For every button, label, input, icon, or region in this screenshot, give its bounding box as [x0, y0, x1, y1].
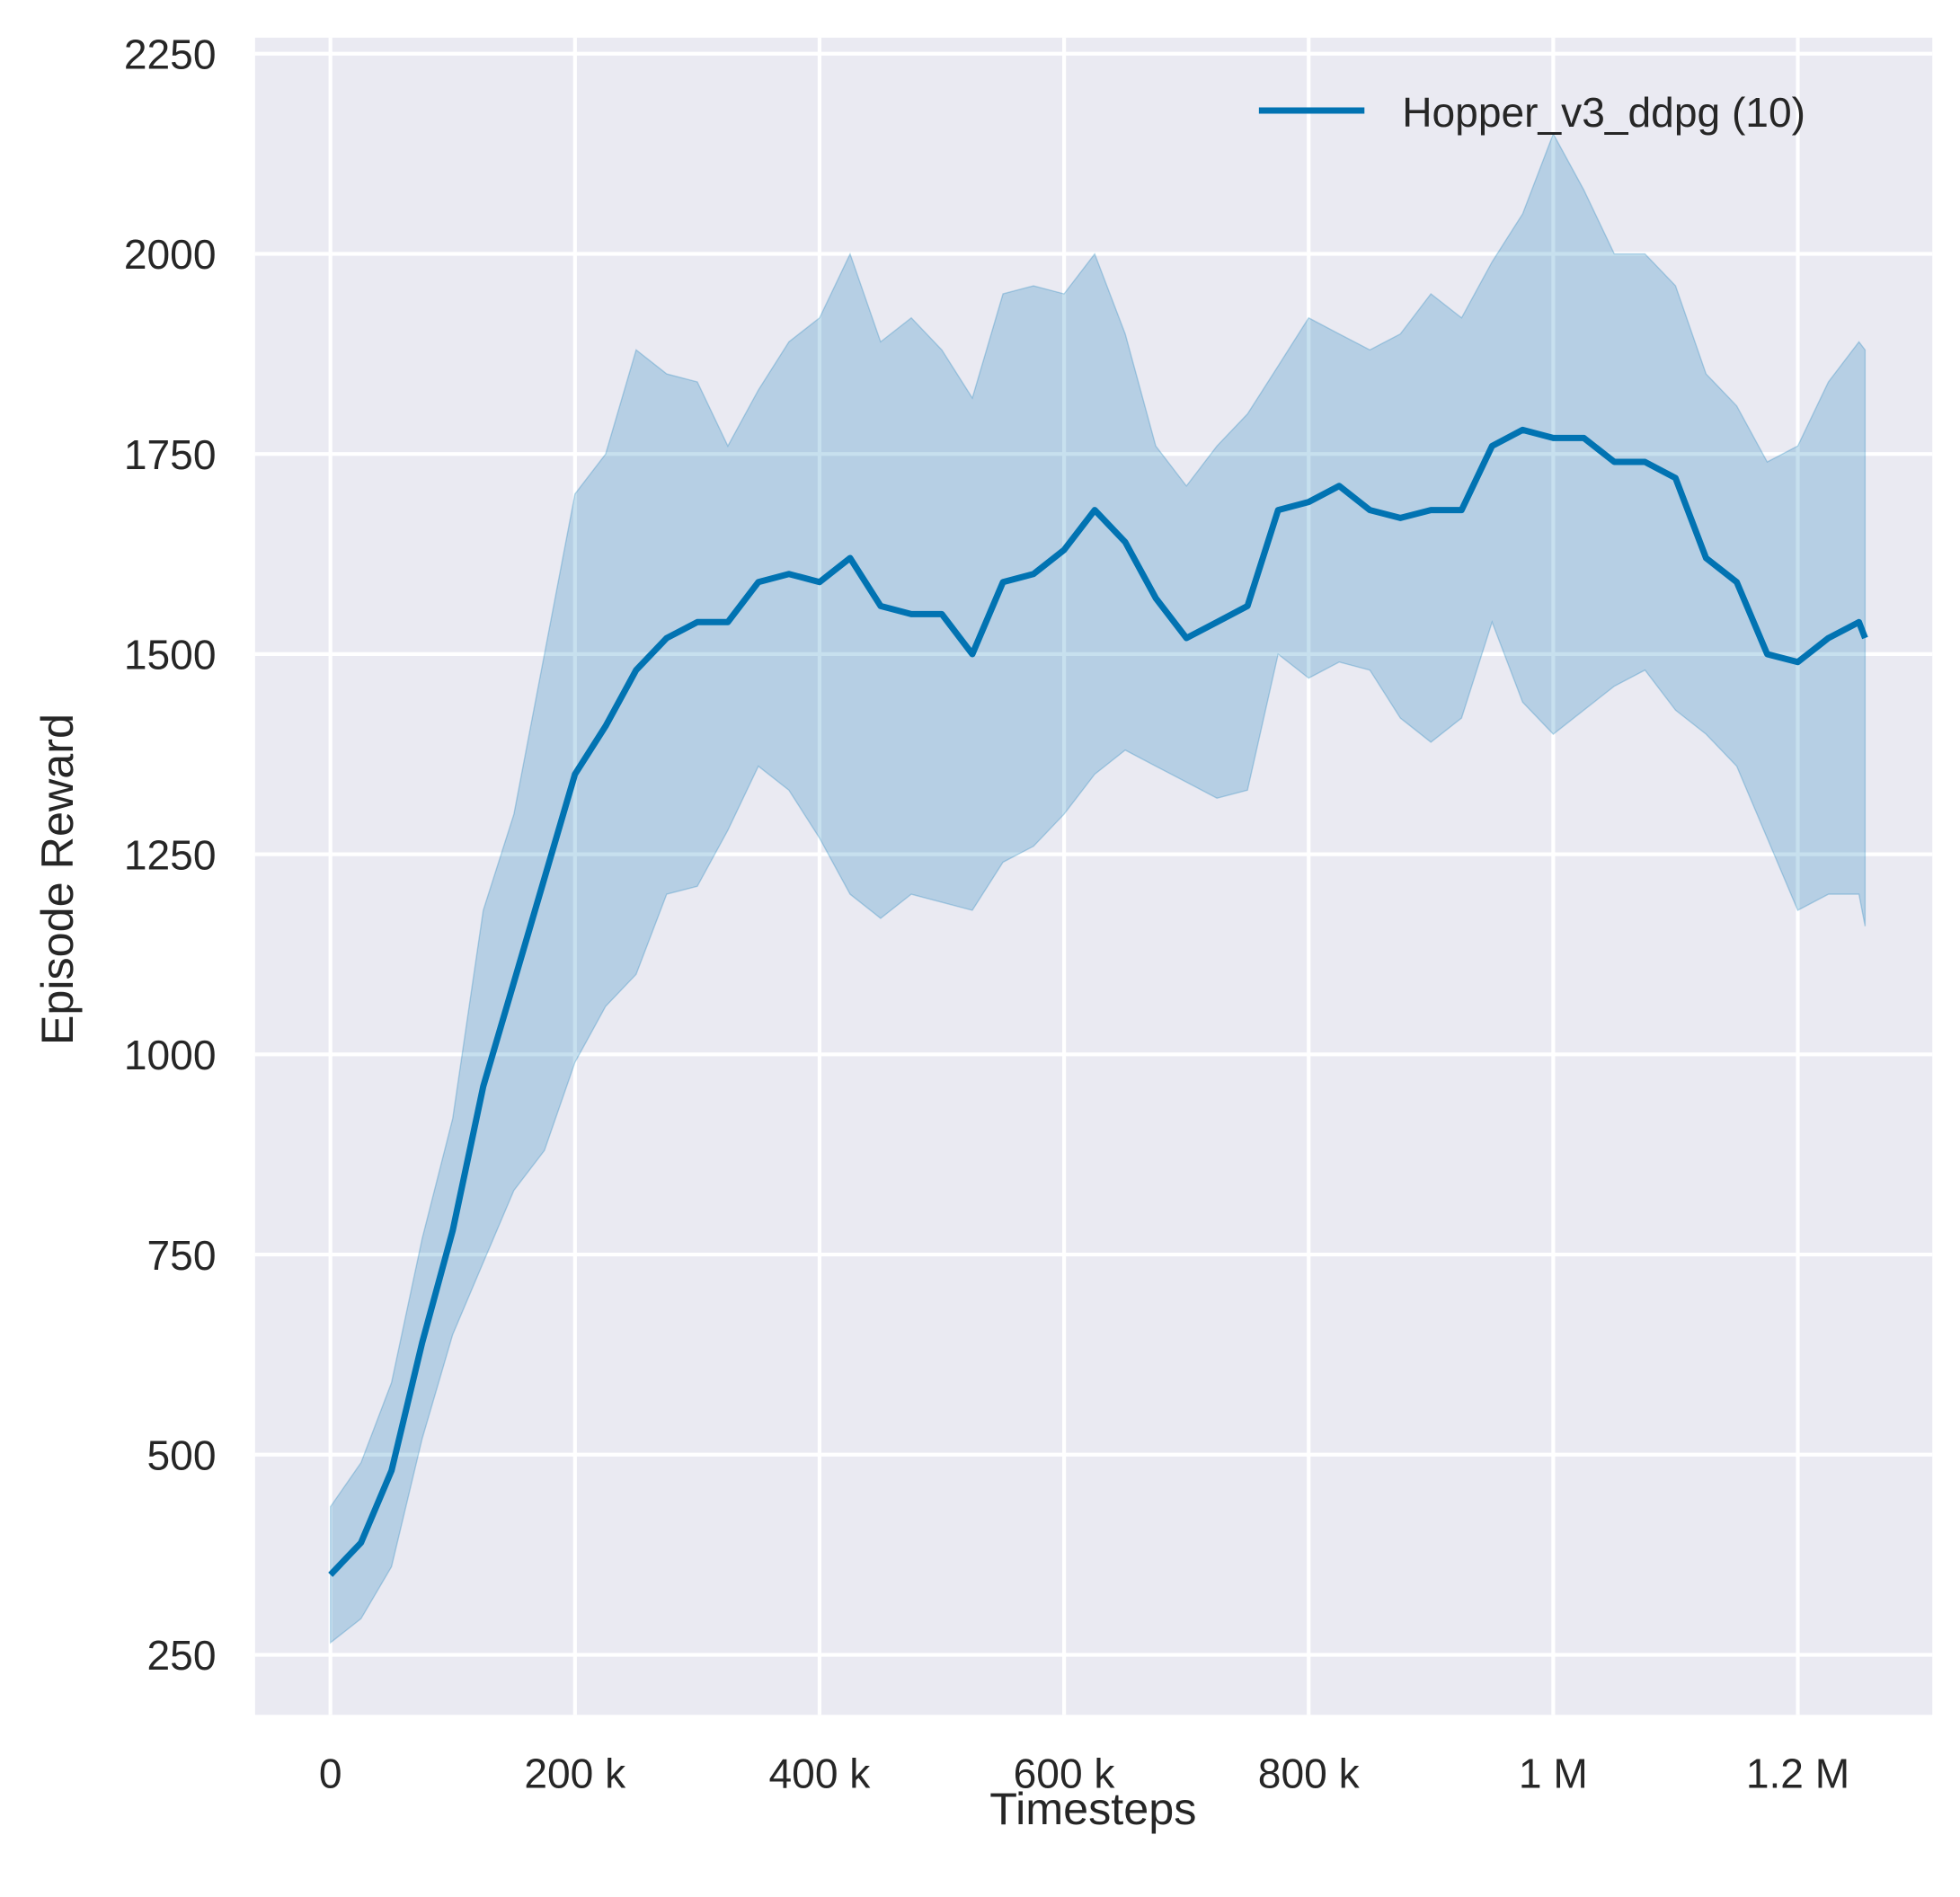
mean-line	[328, 426, 1868, 1577]
y-tick-labels: 250 500 750 1000 1250 1500 1750 2000 2250	[124, 31, 217, 1680]
x-tick-label: 400 k	[769, 1750, 872, 1796]
confidence-band	[330, 132, 1867, 1644]
y-tick-label: 1500	[124, 632, 217, 678]
x-tick-label: 1 M	[1519, 1750, 1588, 1796]
x-axis-label: Timesteps	[989, 1783, 1196, 1834]
x-tick-label: 200 k	[524, 1750, 626, 1796]
y-tick-label: 1250	[124, 831, 217, 878]
legend-label: Hopper_v3_ddpg (10)	[1402, 89, 1805, 136]
y-tick-label: 1000	[124, 1032, 217, 1078]
x-tick-labels: 0 200 k 400 k 600 k 800 k 1 M 1.2 M	[319, 1750, 1849, 1796]
x-tick-label: 600 k	[1014, 1750, 1116, 1796]
y-tick-label: 750	[147, 1232, 217, 1279]
y-tick-label: 1750	[124, 431, 217, 478]
grid	[254, 37, 1933, 1715]
legend: Hopper_v3_ddpg (10)	[1258, 89, 1805, 136]
confidence-band-layer	[330, 132, 1867, 1644]
y-axis-label: Episode Reward	[31, 714, 83, 1045]
x-tick-label: 0	[319, 1750, 342, 1796]
y-tick-label: 2000	[124, 231, 217, 278]
y-tick-label: 500	[147, 1432, 217, 1479]
x-tick-label: 1.2 M	[1746, 1750, 1849, 1796]
y-tick-label: 250	[147, 1632, 217, 1679]
y-tick-label: 2250	[124, 31, 217, 78]
x-tick-label: 800 k	[1258, 1750, 1361, 1796]
plot-background	[254, 37, 1933, 1715]
series-line-layer	[328, 426, 1868, 1577]
